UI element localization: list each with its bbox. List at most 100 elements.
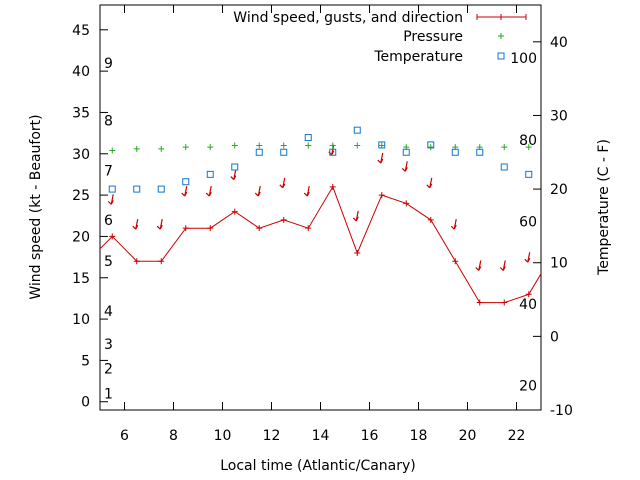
wind-direction-arrow: [107, 194, 114, 205]
temperature-point: [133, 185, 141, 193]
pressure-point: [231, 142, 238, 149]
legend-swatch-temperature: [497, 52, 505, 60]
y-tick-label: 35: [72, 105, 90, 121]
temperature-point: [353, 126, 361, 134]
pressure-point: [109, 147, 116, 154]
wind-speed-point: [501, 299, 508, 306]
wind-direction-arrow: [181, 185, 188, 197]
wind-speed-point: [158, 258, 165, 265]
x-tick-label: 20: [459, 428, 477, 444]
x-tick-label: 16: [361, 428, 379, 444]
x-tick-label: 18: [410, 428, 428, 444]
y-tick-label: 30: [72, 147, 90, 163]
y-tick-label: 5: [81, 353, 90, 369]
wind-direction-arrows: [107, 144, 531, 271]
x-tick-label: 8: [169, 428, 178, 444]
temperature-point: [427, 141, 435, 149]
wind-speed-point: [231, 208, 238, 215]
wind-direction-arrow: [450, 219, 457, 230]
wind-speed-line: [100, 185, 541, 304]
wind-direction-arrow: [524, 252, 531, 263]
wind-speed-point: [109, 233, 116, 240]
temperature-point: [206, 170, 214, 178]
temperature-point: [500, 163, 508, 171]
wind-direction-arrow: [303, 185, 310, 197]
wind-direction-arrow: [205, 185, 212, 197]
beaufort-label: 8: [104, 114, 113, 130]
legend-entry-wind: Wind speed, gusts, and direction: [233, 10, 527, 26]
wind-speed-point: [280, 216, 287, 223]
pressure-point: [329, 142, 336, 149]
y2-tick-label: 30: [550, 108, 568, 124]
wind-speed-point: [182, 225, 189, 232]
y-tick-label: 25: [72, 188, 90, 204]
temperature-point: [304, 134, 312, 142]
wind-direction-arrow: [475, 260, 482, 271]
fahrenheit-label: 60: [519, 214, 537, 230]
temperature-point: [280, 148, 288, 156]
x-tick-label: 12: [263, 428, 281, 444]
fahrenheit-scale: 20 40 60 80 100: [510, 51, 537, 395]
pressure-point: [280, 142, 287, 149]
pressure-point: [525, 144, 532, 151]
axis-ticks: 6 8 10 12 14 16 18 20 22051015202530354045-10010…: [72, 5, 573, 444]
x-tick-label: 6: [120, 428, 129, 444]
legend-label-temperature: Temperature: [373, 49, 463, 65]
pressure-point: [256, 142, 263, 149]
wind-speed-points: [85, 183, 532, 306]
wind-direction-arrow: [230, 169, 237, 180]
wind-speed-point: [305, 225, 312, 232]
wind-speed-point: [329, 183, 336, 190]
x-tick-label: 22: [508, 428, 526, 444]
wind-direction-arrow: [254, 185, 261, 197]
y2-tick-label: 0: [550, 329, 559, 345]
beaufort-label: 3: [104, 337, 113, 353]
pressure-points: [109, 142, 532, 154]
wind-speed-point: [403, 200, 410, 207]
legend: Wind speed, gusts, and direction Pressur…: [233, 10, 527, 65]
legend-label-wind: Wind speed, gusts, and direction: [233, 10, 463, 26]
y2-tick-label: -10: [550, 403, 573, 419]
y-tick-label: 0: [81, 395, 90, 411]
y2-tick-label: 40: [550, 35, 568, 51]
beaufort-label: 4: [104, 304, 113, 320]
wind-speed-point: [207, 225, 214, 232]
pressure-point: [207, 144, 214, 151]
wind-direction-arrow: [352, 210, 359, 222]
temperature-point: [182, 178, 190, 186]
temperature-point: [255, 148, 263, 156]
wind-direction-arrow: [156, 219, 163, 230]
x-axis-title: Local time (Atlantic/Canary): [220, 458, 416, 474]
y-axis-title: Wind speed (kt - Beaufort): [28, 114, 44, 299]
wind-speed-point: [427, 216, 434, 223]
temperature-point: [108, 185, 116, 193]
temperature-points: [108, 126, 533, 193]
wind-direction-arrow: [377, 152, 384, 164]
temperature-point: [378, 141, 386, 149]
y-tick-label: 10: [72, 312, 90, 328]
y2-tick-label: 10: [550, 256, 568, 272]
wind-speed-point: [354, 249, 361, 256]
wind-speed-point: [85, 258, 91, 264]
wind-direction-arrow: [132, 219, 139, 230]
pressure-point: [158, 145, 165, 152]
wind-direction-arrow: [279, 177, 286, 189]
legend-swatch-pressure: [498, 33, 504, 39]
pressure-point: [354, 142, 361, 149]
y-tick-label: 45: [72, 23, 90, 39]
x-tick-label: 14: [312, 428, 330, 444]
wind-speed-point: [256, 225, 263, 232]
y-tick-label: 15: [72, 271, 90, 287]
wind-speed-point: [525, 291, 532, 298]
wind-direction-arrow: [499, 260, 506, 271]
pressure-point: [305, 142, 312, 149]
wind-speed-point: [476, 299, 483, 306]
pressure-point: [182, 144, 189, 151]
x-tick-label: 10: [214, 428, 232, 444]
temperature-point: [525, 170, 533, 178]
temperature-point: [476, 148, 484, 156]
legend-entry-temperature: Temperature: [373, 49, 505, 65]
wind-speed-point: [378, 192, 385, 199]
legend-label-pressure: Pressure: [403, 29, 463, 45]
